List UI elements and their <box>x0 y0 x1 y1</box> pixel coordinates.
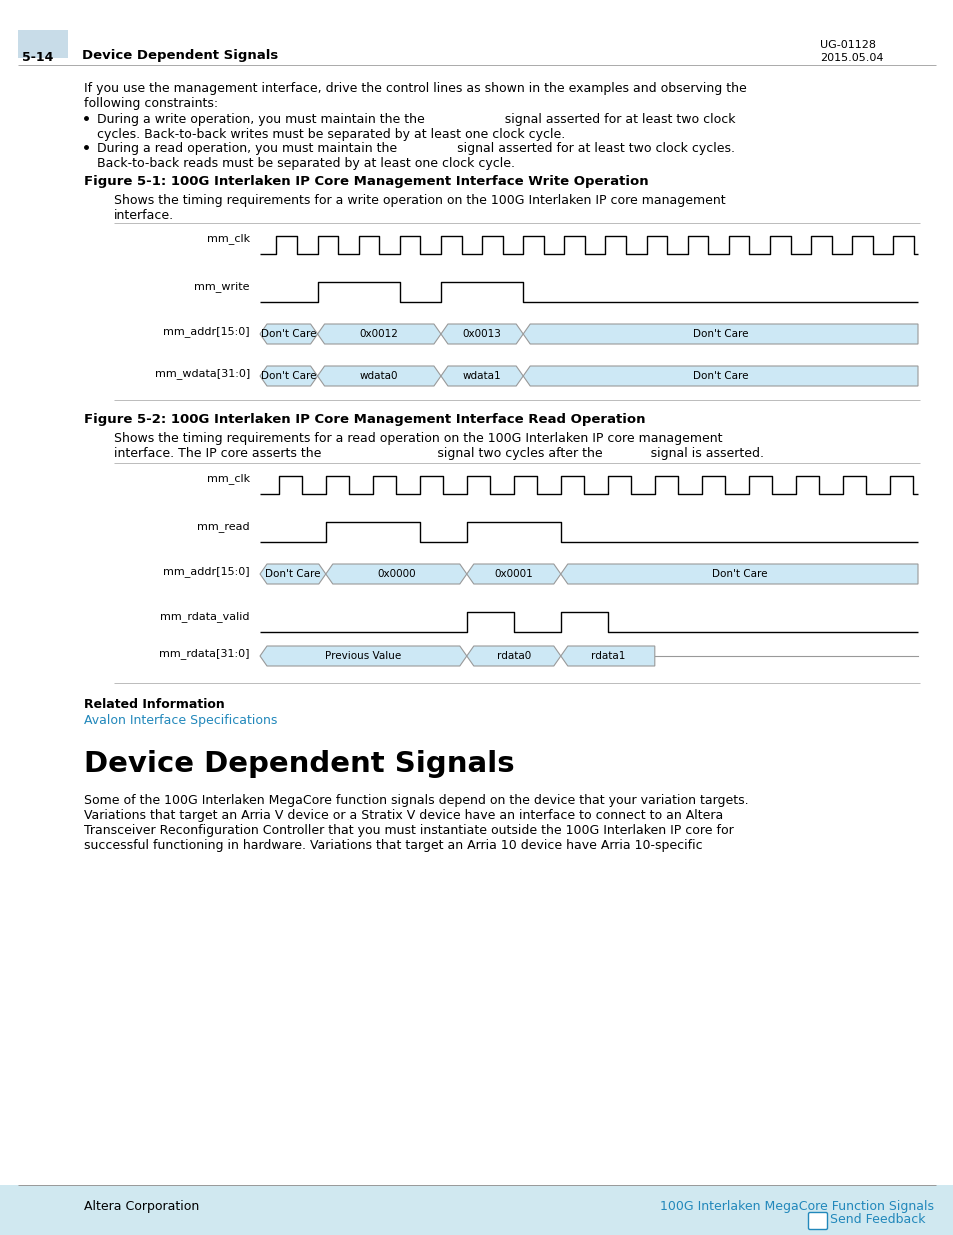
Polygon shape <box>466 646 560 666</box>
Text: Variations that target an Arria V device or a Stratix V device have an interface: Variations that target an Arria V device… <box>84 809 722 823</box>
Text: wdata1: wdata1 <box>462 370 501 382</box>
Text: Send Feedback: Send Feedback <box>829 1213 924 1226</box>
Polygon shape <box>440 366 522 387</box>
Polygon shape <box>260 564 326 584</box>
Text: Altera Corporation: Altera Corporation <box>84 1200 199 1213</box>
Text: Previous Value: Previous Value <box>325 651 401 661</box>
Polygon shape <box>522 366 917 387</box>
Polygon shape <box>326 564 466 584</box>
Text: interface. The IP core asserts the                             signal two cycles: interface. The IP core asserts the signa… <box>113 447 763 459</box>
Text: mm_rdata[31:0]: mm_rdata[31:0] <box>159 648 250 659</box>
Text: mm_clk: mm_clk <box>207 473 250 484</box>
Text: 100G Interlaken MegaCore Function Signals: 100G Interlaken MegaCore Function Signal… <box>659 1200 933 1213</box>
Text: Figure 5-2: 100G Interlaken IP Core Management Interface Read Operation: Figure 5-2: 100G Interlaken IP Core Mana… <box>84 412 645 426</box>
Text: Device Dependent Signals: Device Dependent Signals <box>82 49 278 62</box>
Text: Don't Care: Don't Care <box>265 569 320 579</box>
Text: wdata0: wdata0 <box>359 370 398 382</box>
Text: 0x0000: 0x0000 <box>376 569 416 579</box>
Text: interface.: interface. <box>113 209 174 222</box>
Bar <box>18 30 68 58</box>
Text: mm_rdata_valid: mm_rdata_valid <box>160 611 250 622</box>
Text: cycles. Back-to-back writes must be separated by at least one clock cycle.: cycles. Back-to-back writes must be sepa… <box>97 128 565 141</box>
Text: rdata0: rdata0 <box>497 651 531 661</box>
Text: Back-to-back reads must be separated by at least one clock cycle.: Back-to-back reads must be separated by … <box>97 157 515 170</box>
Polygon shape <box>440 324 522 345</box>
Text: Don't Care: Don't Care <box>711 569 766 579</box>
Text: Don't Care: Don't Care <box>692 329 747 338</box>
Polygon shape <box>317 324 440 345</box>
Text: Shows the timing requirements for a read operation on the 100G Interlaken IP cor: Shows the timing requirements for a read… <box>113 432 721 445</box>
Text: Don't Care: Don't Care <box>261 370 316 382</box>
Text: mm_addr[15:0]: mm_addr[15:0] <box>163 326 250 337</box>
Text: successful functioning in hardware. Variations that target an Arria 10 device ha: successful functioning in hardware. Vari… <box>84 839 702 852</box>
Text: If you use the management interface, drive the control lines as shown in the exa: If you use the management interface, dri… <box>84 82 746 95</box>
Text: following constraints:: following constraints: <box>84 98 218 110</box>
Text: Device Dependent Signals: Device Dependent Signals <box>84 750 514 778</box>
Text: Transceiver Reconfiguration Controller that you must instantiate outside the 100: Transceiver Reconfiguration Controller t… <box>84 824 733 837</box>
Text: 0x0001: 0x0001 <box>494 569 533 579</box>
Text: Shows the timing requirements for a write operation on the 100G Interlaken IP co: Shows the timing requirements for a writ… <box>113 194 725 207</box>
Text: rdata1: rdata1 <box>590 651 624 661</box>
Text: Figure 5-1: 100G Interlaken IP Core Management Interface Write Operation: Figure 5-1: 100G Interlaken IP Core Mana… <box>84 175 648 188</box>
Text: 0x0013: 0x0013 <box>462 329 501 338</box>
FancyBboxPatch shape <box>807 1213 826 1230</box>
Text: 2015.05.04: 2015.05.04 <box>820 53 882 63</box>
Bar <box>0 1186 953 1235</box>
Text: UG-01128: UG-01128 <box>820 40 875 49</box>
Text: During a write operation, you must maintain the the                    signal as: During a write operation, you must maint… <box>97 112 735 126</box>
Text: mm_write: mm_write <box>194 282 250 291</box>
Text: 5-14: 5-14 <box>22 51 53 64</box>
Text: Avalon Interface Specifications: Avalon Interface Specifications <box>84 714 277 727</box>
Text: mm_clk: mm_clk <box>207 233 250 243</box>
Text: mm_wdata[31:0]: mm_wdata[31:0] <box>154 368 250 379</box>
Text: Don't Care: Don't Care <box>692 370 747 382</box>
Text: mm_addr[15:0]: mm_addr[15:0] <box>163 566 250 577</box>
Text: 0x0012: 0x0012 <box>359 329 398 338</box>
Polygon shape <box>317 366 440 387</box>
Polygon shape <box>260 366 317 387</box>
Polygon shape <box>560 564 917 584</box>
Text: Related Information: Related Information <box>84 698 225 711</box>
Polygon shape <box>260 324 317 345</box>
Polygon shape <box>560 646 654 666</box>
Text: Don't Care: Don't Care <box>261 329 316 338</box>
Polygon shape <box>260 646 466 666</box>
Text: Some of the 100G Interlaken MegaCore function signals depend on the device that : Some of the 100G Interlaken MegaCore fun… <box>84 794 748 806</box>
Text: During a read operation, you must maintain the               signal asserted for: During a read operation, you must mainta… <box>97 142 734 156</box>
Polygon shape <box>522 324 917 345</box>
Text: mm_read: mm_read <box>197 521 250 532</box>
Polygon shape <box>466 564 560 584</box>
